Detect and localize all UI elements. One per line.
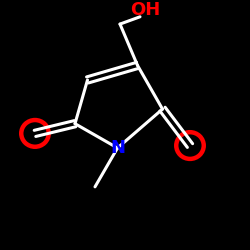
Text: OH: OH xyxy=(130,0,160,18)
Text: N: N xyxy=(110,139,125,157)
